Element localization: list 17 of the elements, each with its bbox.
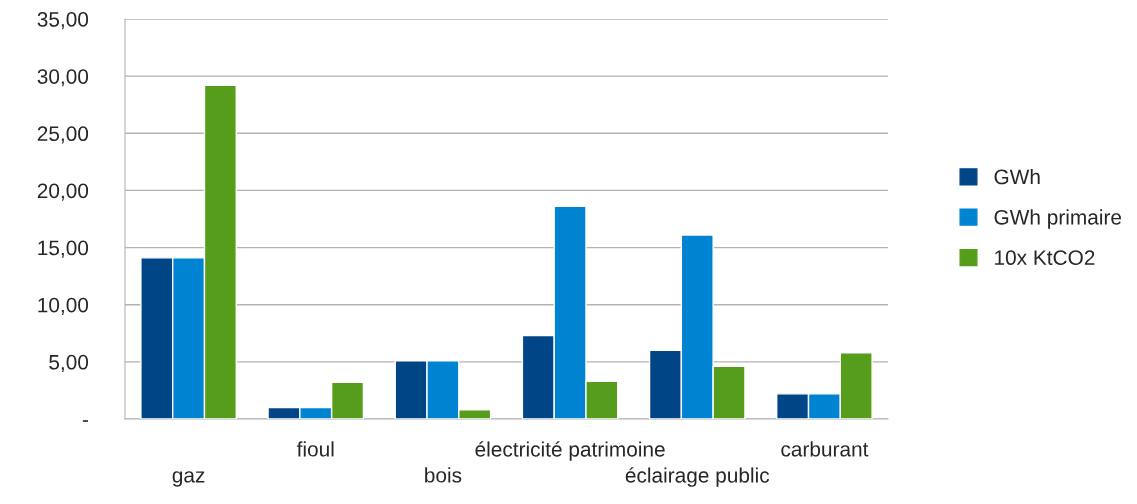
legend-label: 10x KtCO2 bbox=[995, 250, 1095, 266]
y-tick-label: 10,00 bbox=[38, 297, 89, 315]
x-tick-label: bois bbox=[425, 467, 462, 483]
y-tick-label: - bbox=[82, 420, 88, 422]
y-tick-label: 15,00 bbox=[38, 240, 89, 258]
legend-label: GWh primaire bbox=[994, 209, 1122, 229]
y-tick-label: 5,00 bbox=[49, 354, 89, 373]
y-tick-label: 20,00 bbox=[37, 183, 89, 201]
legend-label: GWh bbox=[994, 168, 1040, 185]
y-tick-label: 25,00 bbox=[37, 126, 89, 144]
x-tick-label: carburant bbox=[781, 441, 869, 457]
y-tick-label: 30,00 bbox=[37, 69, 89, 87]
x-tick-label: fioul bbox=[296, 441, 334, 457]
x-tick-label: éclairage public bbox=[625, 467, 770, 487]
x-tick-label: électricité patrimoine bbox=[475, 441, 665, 461]
x-tick-label: gaz bbox=[172, 471, 205, 487]
y-tick-label: 35,00 bbox=[37, 12, 89, 30]
